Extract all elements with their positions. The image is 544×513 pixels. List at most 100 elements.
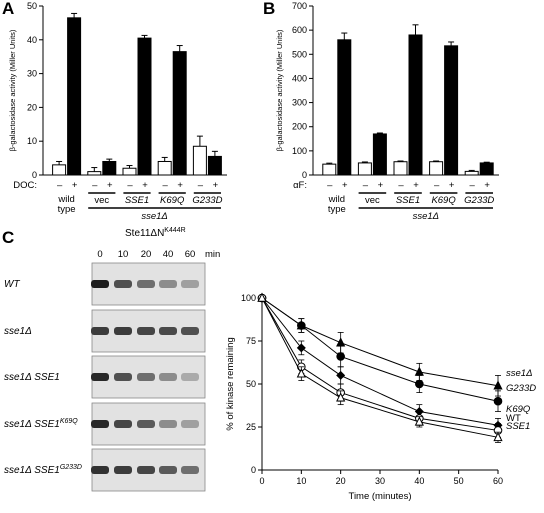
blot-row-label: sse1Δ SSE1K69Q (4, 418, 78, 430)
x-tick-label: 20 (336, 476, 346, 486)
blot-row-label-sup: K69Q (60, 418, 78, 425)
data-point (297, 321, 306, 330)
blot-band (159, 466, 177, 474)
line-chart-c: 0 25 50 75 100 0 10 20 30 40 50 60 Time (minutes) % o… (225, 292, 536, 502)
group-label: SSE1 (396, 195, 420, 206)
bar (372, 133, 387, 176)
y-tick-label: 40 (27, 35, 37, 45)
treatment-sign: – (363, 180, 369, 191)
treatment-sign: – (57, 180, 63, 191)
blot-row-label-main: sse1Δ SSE1 (4, 372, 60, 383)
treatment-sign: + (449, 180, 455, 191)
bar-chart-b: 0 100 200 300 400 500 600 700 β-galactosidase ac… (275, 1, 499, 222)
y-axis-label: β-galactosidase activity (Miller Units) (275, 29, 284, 151)
data-point (493, 380, 503, 390)
blot-title-sup: K444R (164, 227, 185, 234)
x-tick-label: 0 (259, 476, 264, 486)
treatment-sign: – (198, 180, 204, 191)
series-line (261, 297, 499, 431)
data-point (336, 337, 346, 347)
y-tick-label: 25 (246, 422, 256, 432)
timepoint-label: 10 (118, 249, 129, 260)
y-tick-label: 600 (292, 25, 307, 35)
y-tick-label: 100 (292, 146, 307, 156)
svg-text:Ste11ΔNK444R: Ste11ΔNK444R (125, 227, 186, 239)
data-point (414, 416, 424, 426)
data-point (296, 368, 306, 378)
bar (157, 160, 172, 176)
blot-band (181, 327, 199, 335)
time-unit-label: min (205, 249, 220, 260)
data-point (257, 292, 267, 302)
group-label: vec (94, 195, 109, 206)
western-blot: Ste11ΔNK444R 0 10 20 40 60 min WT sse1Δ sse1Δ SS… (4, 227, 220, 492)
bar (429, 161, 444, 176)
series-label: G233D (506, 383, 536, 394)
y-tick-label: 300 (292, 98, 307, 108)
blot-band (137, 373, 155, 381)
group-label: vec (365, 195, 380, 206)
bar (137, 37, 152, 176)
group-label: type (58, 204, 76, 215)
series-label: SSE1 (506, 421, 530, 432)
blot-row-label: sse1Δ (4, 326, 32, 337)
data-point (415, 379, 424, 389)
x-tick-label: 40 (414, 476, 424, 486)
y-tick-label: 200 (292, 122, 307, 132)
y-tick-label: 0 (302, 170, 307, 180)
treatment-sign: + (213, 180, 219, 191)
treatment-sign: – (163, 180, 169, 191)
blot-band (137, 327, 155, 335)
bar (122, 167, 137, 176)
timepoint-label: 40 (163, 249, 174, 260)
treatment-sign: + (107, 180, 113, 191)
y-tick-label: 50 (246, 379, 256, 389)
bar (393, 161, 408, 176)
blot-band (91, 373, 109, 381)
blot-band (181, 373, 199, 381)
y-tick-label: 30 (27, 69, 37, 79)
y-axis-label: β-galactosidase activity (Miller Units) (8, 29, 17, 151)
y-tick-label: 75 (246, 336, 256, 346)
blot-band (159, 373, 177, 381)
series-line (261, 297, 499, 426)
series-line (261, 297, 499, 402)
blot-band (91, 420, 109, 428)
strain-label: sse1Δ (141, 211, 167, 222)
treatment-sign: + (413, 180, 419, 191)
y-tick-label: 0 (251, 465, 256, 475)
data-point (336, 352, 345, 361)
blot-band (114, 327, 132, 335)
blot-band (159, 420, 177, 428)
treatment-sign: + (484, 180, 490, 191)
y-axis-label: % of kinase remaining (225, 337, 236, 430)
bar (172, 51, 187, 176)
bar (464, 170, 479, 176)
blot-band (91, 280, 109, 288)
treatment-label: αF: (293, 180, 307, 191)
treatment-sign: + (142, 180, 148, 191)
group-label: G233D (464, 195, 494, 206)
treatment-sign: + (378, 180, 384, 191)
data-point (493, 431, 503, 442)
timepoint-label: 0 (97, 249, 102, 260)
y-tick-label: 10 (27, 136, 37, 146)
treatment-label: DOC: (13, 180, 37, 191)
data-point (336, 392, 346, 402)
y-tick-label: 100 (241, 293, 256, 303)
blot-band (159, 327, 177, 335)
bar (192, 145, 207, 176)
treatment-sign: – (327, 180, 333, 191)
x-tick-label: 30 (375, 476, 385, 486)
group-label: K69Q (431, 195, 456, 206)
bar (52, 164, 67, 176)
blot-title: Ste11ΔN (125, 228, 164, 239)
panel-letter-c: C (2, 228, 14, 247)
y-tick-label: 700 (292, 1, 307, 11)
group-label: wild (328, 194, 345, 205)
blot-band (137, 466, 155, 474)
blot-band (181, 420, 199, 428)
blot-band (137, 420, 155, 428)
bar (102, 160, 117, 176)
treatment-sign: – (470, 180, 476, 191)
